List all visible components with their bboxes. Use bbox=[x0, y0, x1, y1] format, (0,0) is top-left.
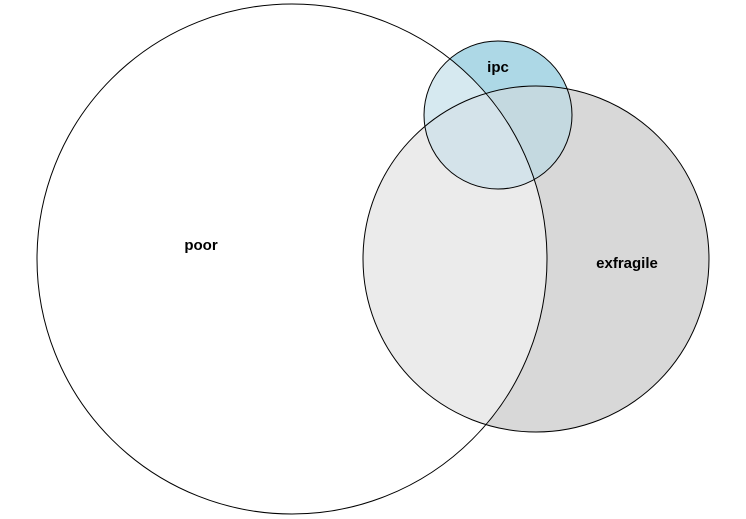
ipc-label: ipc bbox=[487, 59, 509, 76]
poor-label: poor bbox=[184, 237, 217, 254]
poor-circle-outline bbox=[36, 3, 548, 515]
exfragile-circle-outline bbox=[362, 85, 710, 433]
ipc-circle-outline bbox=[423, 40, 573, 190]
poor-exfragile-overlap bbox=[363, 86, 547, 432]
exfragile-label: exfragile bbox=[596, 255, 658, 272]
